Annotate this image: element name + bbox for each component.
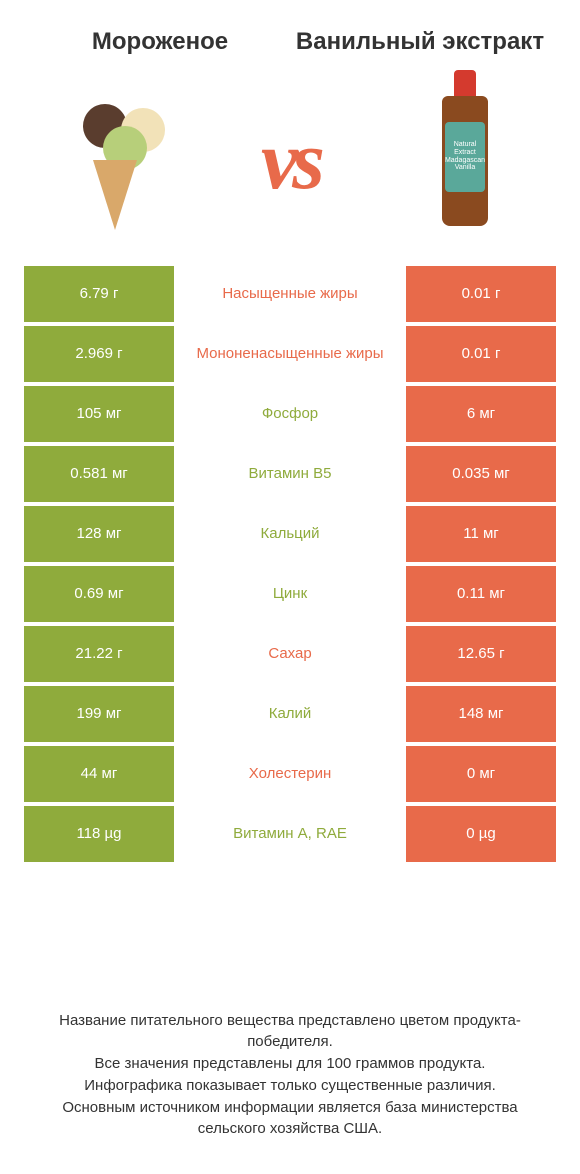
left-value-cell: 199 мг xyxy=(24,686,174,742)
right-product-title: Ванильный экстракт xyxy=(290,28,550,56)
nutrient-label-cell: Насыщенные жиры xyxy=(174,266,406,322)
bottle-label-top: Natural Extract xyxy=(445,141,485,156)
table-row: 0.581 мгВитамин B50.035 мг xyxy=(24,446,556,502)
footer-line: Название питательного вещества представл… xyxy=(34,1010,546,1054)
left-value-cell: 21.22 г xyxy=(24,626,174,682)
vanilla-extract-icon: Natural Extract Madagascan Vanilla xyxy=(442,96,488,226)
bottle-label-mid: Madagascan Vanilla xyxy=(445,157,485,172)
footer-line: Основным источником информации является … xyxy=(34,1097,546,1141)
left-value-cell: 0.69 мг xyxy=(24,566,174,622)
footer-line: Инфографика показывает только существенн… xyxy=(34,1075,546,1097)
right-value-cell: 12.65 г xyxy=(406,626,556,682)
table-row: 118 µgВитамин A, RAE0 µg xyxy=(24,806,556,862)
footer-line: Все значения представлены для 100 граммо… xyxy=(34,1053,546,1075)
table-row: 2.969 гМононенасыщенные жиры0.01 г xyxy=(24,326,556,382)
nutrient-label-cell: Кальций xyxy=(174,506,406,562)
right-value-cell: 0.01 г xyxy=(406,266,556,322)
comparison-table: 6.79 гНасыщенные жиры0.01 г2.969 гМононе… xyxy=(0,266,580,866)
left-value-cell: 105 мг xyxy=(24,386,174,442)
left-product-title: Мороженое xyxy=(30,28,290,56)
left-product-image xyxy=(60,81,170,241)
footer-notes: Название питательного вещества представл… xyxy=(0,982,580,1174)
right-value-cell: 0.035 мг xyxy=(406,446,556,502)
nutrient-label-cell: Мононенасыщенные жиры xyxy=(174,326,406,382)
left-value-cell: 118 µg xyxy=(24,806,174,862)
table-row: 105 мгФосфор6 мг xyxy=(24,386,556,442)
right-value-cell: 0.11 мг xyxy=(406,566,556,622)
table-row: 44 мгХолестерин0 мг xyxy=(24,746,556,802)
nutrient-label-cell: Витамин A, RAE xyxy=(174,806,406,862)
left-value-cell: 6.79 г xyxy=(24,266,174,322)
table-row: 0.69 мгЦинк0.11 мг xyxy=(24,566,556,622)
right-value-cell: 0.01 г xyxy=(406,326,556,382)
left-value-cell: 44 мг xyxy=(24,746,174,802)
nutrient-label-cell: Цинк xyxy=(174,566,406,622)
right-product-image: Natural Extract Madagascan Vanilla xyxy=(410,81,520,241)
table-row: 199 мгКалий148 мг xyxy=(24,686,556,742)
vs-label: vs xyxy=(261,112,319,209)
table-row: 21.22 гСахар12.65 г xyxy=(24,626,556,682)
right-value-cell: 11 мг xyxy=(406,506,556,562)
nutrient-label-cell: Калий xyxy=(174,686,406,742)
nutrient-label-cell: Холестерин xyxy=(174,746,406,802)
nutrient-label-cell: Фосфор xyxy=(174,386,406,442)
header: Мороженое Ванильный экстракт xyxy=(0,0,580,66)
ice-cream-icon xyxy=(93,166,137,236)
table-row: 6.79 гНасыщенные жиры0.01 г xyxy=(24,266,556,322)
right-value-cell: 148 мг xyxy=(406,686,556,742)
right-value-cell: 6 мг xyxy=(406,386,556,442)
hero-row: vs Natural Extract Madagascan Vanilla xyxy=(0,66,580,266)
left-value-cell: 2.969 г xyxy=(24,326,174,382)
table-row: 128 мгКальций11 мг xyxy=(24,506,556,562)
right-value-cell: 0 µg xyxy=(406,806,556,862)
right-value-cell: 0 мг xyxy=(406,746,556,802)
left-value-cell: 0.581 мг xyxy=(24,446,174,502)
left-value-cell: 128 мг xyxy=(24,506,174,562)
nutrient-label-cell: Витамин B5 xyxy=(174,446,406,502)
nutrient-label-cell: Сахар xyxy=(174,626,406,682)
